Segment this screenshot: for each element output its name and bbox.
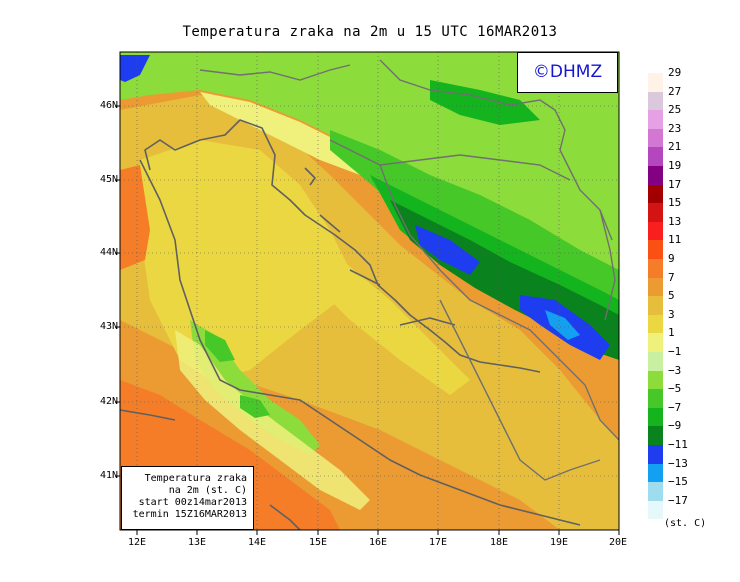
- lon-label-18e: 18E: [489, 537, 509, 548]
- info-line-3: start 00z14mar2013: [138, 497, 247, 508]
- lon-label-19e: 19E: [549, 537, 569, 548]
- dhmz-logo: ©DHMZ: [517, 52, 618, 93]
- legend-swatch: [648, 128, 663, 148]
- legend-swatch: [648, 463, 663, 483]
- legend-swatch: [648, 259, 663, 278]
- legend-label: −17: [668, 493, 688, 507]
- lon-label-16e: 16E: [368, 537, 388, 548]
- coastlines: [120, 119, 581, 530]
- legend-label: −5: [668, 382, 682, 396]
- legend-label: 19: [668, 159, 682, 172]
- temperature-field: [120, 52, 619, 530]
- lon-label-14e: 14E: [247, 537, 267, 548]
- field-green-hills: [430, 80, 540, 125]
- legend-swatch: [648, 333, 663, 352]
- legend-swatch: [648, 352, 663, 371]
- field-blue-nw: [120, 55, 150, 82]
- legend-swatch: [648, 407, 663, 427]
- legend-label: 7: [668, 270, 675, 284]
- lon-label-12e: 12E: [127, 537, 147, 548]
- legend-swatch: [648, 184, 663, 204]
- field-cyan-cold: [545, 310, 580, 340]
- legend-label: 15: [668, 196, 682, 210]
- legend-swatch: [648, 519, 663, 538]
- lon-label-13e: 13E: [187, 537, 207, 548]
- legend-label: −15: [668, 475, 688, 489]
- legend-swatch: [648, 110, 663, 129]
- legend-swatch: [648, 166, 663, 185]
- legend-swatch: [648, 426, 663, 445]
- legend-label: 29: [668, 66, 682, 79]
- legend-swatch: [648, 221, 663, 241]
- info-line-2: na 2m (st. C): [168, 485, 247, 496]
- field-pale-north: [200, 92, 380, 175]
- legend-swatch: [648, 73, 663, 92]
- legend-label: −3: [668, 363, 682, 377]
- lat-label-44n: 44N: [99, 247, 118, 258]
- legend-units: (st. C): [664, 518, 707, 529]
- axis-ticks: [115, 105, 620, 535]
- field-pale-italy: [175, 330, 370, 510]
- legend-label: 3: [668, 307, 675, 321]
- legend-swatch: [648, 147, 663, 166]
- legend-swatch: [648, 314, 663, 334]
- legend-swatch: [648, 296, 663, 315]
- lat-label-43n: 43N: [99, 321, 118, 332]
- info-line-4: termin 15Z16MAR2013: [132, 509, 247, 520]
- map-frame: [119, 51, 620, 531]
- legend-label: −7: [668, 400, 682, 414]
- legend-label: 1: [668, 326, 675, 340]
- legend-label: 21: [668, 140, 682, 154]
- map-title: Temperatura zraka na 2m u 15 UTC 16MAR20…: [182, 24, 558, 40]
- legend-swatch: [648, 277, 663, 297]
- field-blue-cold: [415, 225, 480, 275]
- field-deep-orange: [120, 165, 150, 270]
- info-line-1: Temperatura zraka: [144, 473, 247, 484]
- field-green-islands: [205, 330, 235, 362]
- legend-label: 25: [668, 103, 682, 117]
- legend-label: 17: [668, 177, 682, 191]
- legend-label: 23: [668, 121, 682, 135]
- borders: [199, 59, 619, 481]
- legend-label: 27: [668, 84, 682, 98]
- lat-label-45n: 45N: [99, 174, 118, 185]
- legend-label: 9: [668, 252, 675, 265]
- lon-label-15e: 15E: [308, 537, 328, 548]
- legend-swatch: [648, 240, 663, 259]
- lon-label-20e: 20E: [608, 537, 628, 548]
- legend-label: −9: [668, 419, 682, 433]
- legend-label: 5: [668, 289, 675, 303]
- legend-swatch: [648, 445, 663, 464]
- legend-label: 11: [668, 233, 682, 247]
- lat-label-46n: 46N: [99, 100, 118, 111]
- legend-swatch: [648, 370, 663, 390]
- legend-swatch: [648, 203, 663, 222]
- lat-label-42n: 42N: [99, 396, 118, 407]
- info-box: Temperatura zraka na 2m (st. C) start 00…: [121, 466, 254, 530]
- legend-label: −11: [668, 438, 688, 451]
- legend-label: 13: [668, 214, 682, 228]
- legend-label: −13: [668, 456, 688, 470]
- legend-swatch: [648, 482, 663, 501]
- field-green-islands-2: [240, 395, 270, 418]
- legend-swatch: [648, 389, 663, 408]
- legend-swatch: [648, 91, 663, 111]
- legend-label: −1: [668, 345, 682, 358]
- field-yellow-coast: [320, 250, 470, 395]
- lon-label-17e: 17E: [428, 537, 448, 548]
- legend-swatch: [648, 500, 663, 520]
- lat-label-41n: 41N: [99, 470, 118, 481]
